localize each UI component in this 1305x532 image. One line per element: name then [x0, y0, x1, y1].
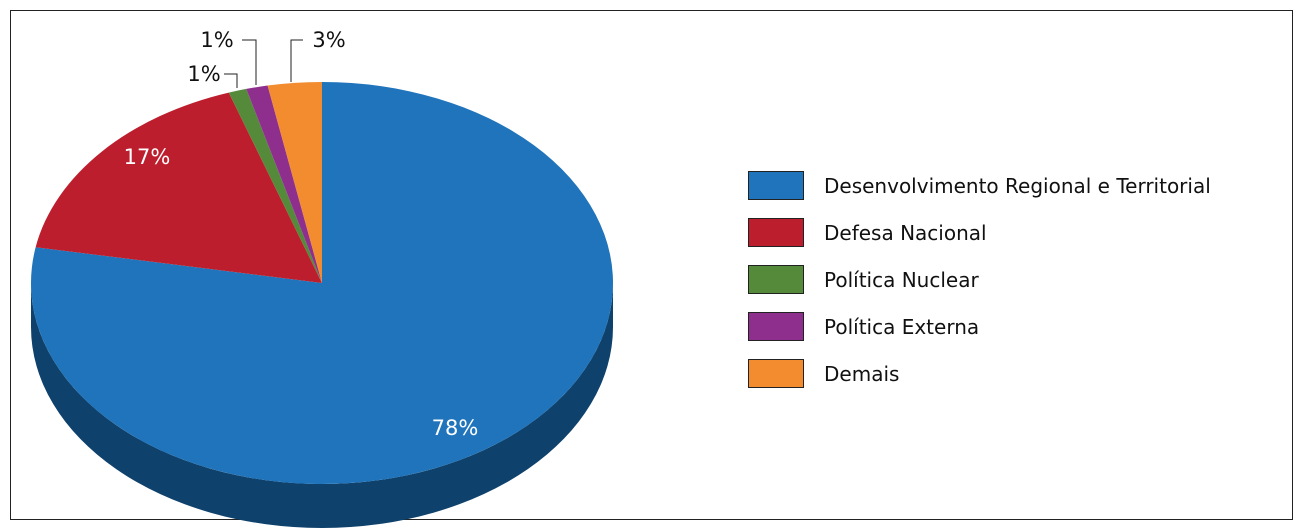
legend-label: Defesa Nacional — [824, 220, 987, 245]
legend-label: Desenvolvimento Regional e Territorial — [824, 173, 1211, 198]
legend-item: Política Nuclear — [748, 256, 1211, 303]
slice-data-label: 78% — [432, 416, 479, 440]
pie-slice — [228, 88, 322, 284]
slice-data-label: 1% — [200, 28, 233, 52]
slice-data-label: 3% — [312, 28, 345, 52]
slice-data-label: 1% — [187, 62, 220, 86]
pie-slice — [30, 82, 614, 484]
chart-legend: Desenvolvimento Regional e Territorial D… — [748, 162, 1211, 397]
pie-slice — [246, 85, 322, 283]
legend-item: Desenvolvimento Regional e Territorial — [748, 162, 1211, 209]
pie-slice-side — [31, 283, 613, 528]
chart-frame — [10, 10, 1293, 520]
legend-label: Política Nuclear — [824, 267, 979, 292]
legend-swatch — [748, 312, 804, 341]
legend-item: Defesa Nacional — [748, 209, 1211, 256]
leader-line — [290, 39, 303, 82]
legend-swatch — [748, 265, 804, 294]
legend-swatch — [748, 171, 804, 200]
leader-line — [242, 39, 257, 85]
slice-data-label: 17% — [124, 145, 171, 169]
legend-label: Demais — [824, 361, 900, 386]
legend-item: Política Externa — [748, 303, 1211, 350]
legend-item: Demais — [748, 350, 1211, 397]
legend-swatch — [748, 359, 804, 388]
pie-slice — [35, 92, 322, 283]
leader-line — [224, 73, 238, 88]
legend-label: Política Externa — [824, 314, 980, 339]
pie-slice — [267, 82, 322, 283]
legend-swatch — [748, 218, 804, 247]
